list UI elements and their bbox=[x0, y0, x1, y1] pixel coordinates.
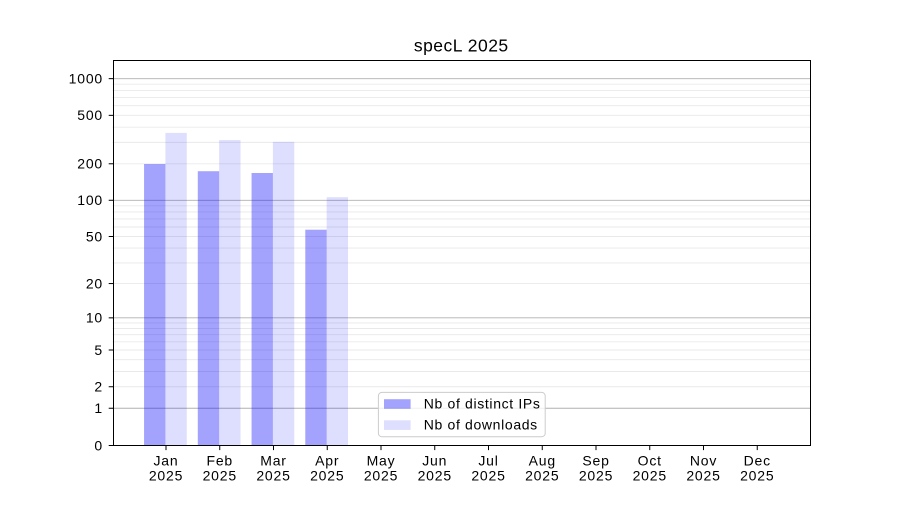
svg-text:10: 10 bbox=[86, 310, 103, 326]
svg-text:2025: 2025 bbox=[310, 468, 344, 484]
svg-text:2025: 2025 bbox=[256, 468, 290, 484]
svg-text:May: May bbox=[367, 453, 396, 469]
svg-text:2025: 2025 bbox=[579, 468, 613, 484]
svg-text:1: 1 bbox=[94, 400, 103, 416]
svg-text:2025: 2025 bbox=[149, 468, 183, 484]
svg-text:specL 2025: specL 2025 bbox=[414, 36, 509, 56]
svg-text:200: 200 bbox=[77, 156, 103, 172]
svg-text:Mar: Mar bbox=[260, 453, 287, 469]
svg-text:2025: 2025 bbox=[686, 468, 720, 484]
svg-text:2025: 2025 bbox=[525, 468, 559, 484]
svg-text:100: 100 bbox=[77, 192, 103, 208]
svg-text:2025: 2025 bbox=[203, 468, 237, 484]
svg-text:Jun: Jun bbox=[422, 453, 447, 469]
svg-text:0: 0 bbox=[94, 437, 103, 453]
svg-text:2025: 2025 bbox=[633, 468, 667, 484]
svg-text:Apr: Apr bbox=[315, 453, 339, 469]
svg-text:5: 5 bbox=[94, 342, 103, 358]
svg-text:Aug: Aug bbox=[529, 453, 556, 469]
svg-text:50: 50 bbox=[86, 228, 103, 244]
svg-text:2025: 2025 bbox=[364, 468, 398, 484]
svg-text:2025: 2025 bbox=[418, 468, 452, 484]
svg-text:Nb of downloads: Nb of downloads bbox=[424, 416, 538, 432]
svg-text:Dec: Dec bbox=[744, 453, 771, 469]
svg-text:Nov: Nov bbox=[690, 453, 717, 469]
svg-text:1000: 1000 bbox=[69, 70, 103, 86]
svg-text:2025: 2025 bbox=[471, 468, 505, 484]
svg-text:20: 20 bbox=[86, 275, 103, 291]
svg-text:Jan: Jan bbox=[154, 453, 179, 469]
svg-text:Sep: Sep bbox=[582, 453, 609, 469]
svg-text:500: 500 bbox=[77, 107, 103, 123]
svg-text:Jul: Jul bbox=[478, 453, 498, 469]
svg-text:Feb: Feb bbox=[206, 453, 233, 469]
svg-text:2025: 2025 bbox=[740, 468, 774, 484]
svg-text:Nb of distinct IPs: Nb of distinct IPs bbox=[424, 395, 541, 411]
svg-text:Oct: Oct bbox=[638, 453, 662, 469]
svg-text:2: 2 bbox=[94, 379, 103, 395]
